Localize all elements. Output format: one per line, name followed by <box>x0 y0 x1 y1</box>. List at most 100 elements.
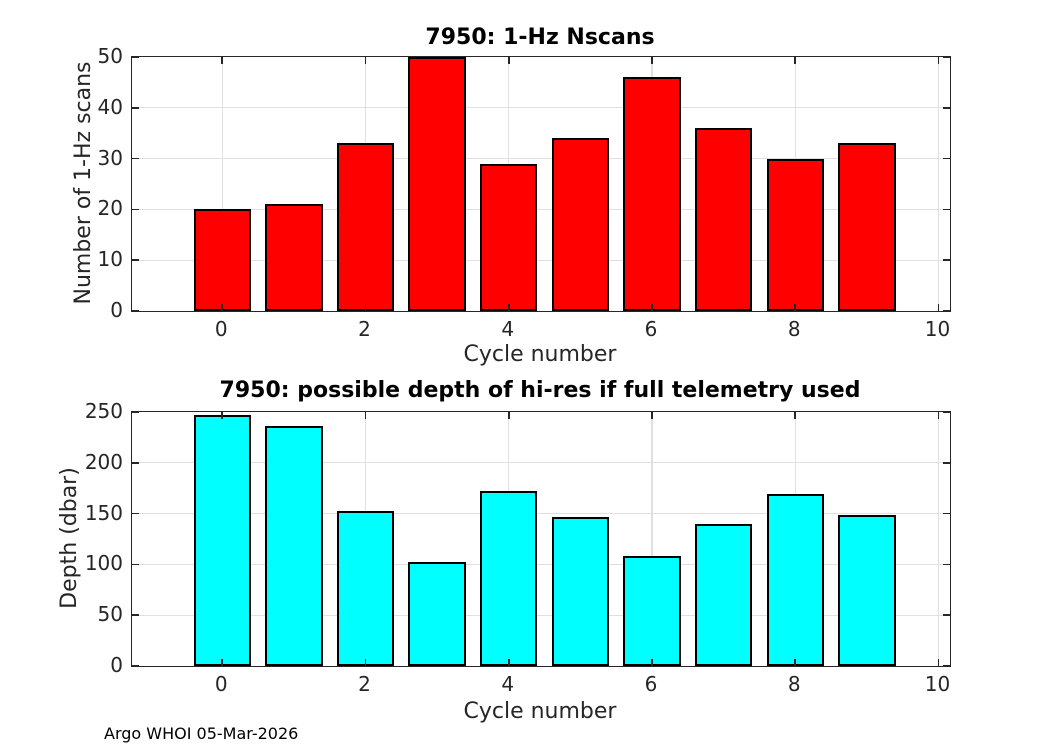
tick-mark <box>943 310 950 312</box>
bar <box>766 158 824 311</box>
tick-mark <box>221 57 224 64</box>
chart2-y-axis-label: Depth (dbar) <box>57 467 82 609</box>
tick-mark <box>794 659 797 666</box>
chart1-title: 7950: 1-Hz Nscans <box>425 25 655 50</box>
y-tick-label: 50 <box>97 602 123 627</box>
gridline <box>132 259 950 261</box>
chart2-x-axis-label: Cycle number <box>463 699 617 724</box>
tick-mark <box>132 563 139 566</box>
bar <box>838 143 896 311</box>
tick-mark <box>507 659 510 666</box>
bar <box>838 514 896 666</box>
tick-mark <box>132 56 139 58</box>
tick-mark <box>943 512 950 515</box>
y-tick-label: 100 <box>84 551 123 576</box>
bar <box>695 523 753 666</box>
x-tick-label: 6 <box>644 672 658 696</box>
bar <box>766 494 824 666</box>
x-tick-label: 8 <box>787 672 801 696</box>
tick-mark <box>507 304 510 311</box>
bar <box>408 57 466 311</box>
y-tick-label: 200 <box>84 449 123 474</box>
gridline <box>132 107 950 109</box>
tick-mark <box>943 411 950 413</box>
bar <box>408 562 466 666</box>
gridline <box>132 512 950 515</box>
gridline <box>132 157 950 160</box>
tick-mark <box>943 259 950 261</box>
gridline <box>132 208 950 211</box>
tick-mark <box>132 462 139 464</box>
tick-mark <box>651 304 653 311</box>
tick-mark <box>364 412 367 419</box>
tick-mark <box>221 304 224 311</box>
tick-mark <box>943 56 950 58</box>
tick-mark <box>943 157 950 160</box>
gridline <box>221 57 223 311</box>
x-tick-label: 4 <box>501 672 515 696</box>
tick-mark <box>364 304 367 311</box>
y-tick-label: 250 <box>84 399 123 423</box>
tick-mark <box>221 412 224 419</box>
y-tick-label: 10 <box>97 247 123 272</box>
bar <box>551 516 610 666</box>
tick-mark <box>132 614 139 616</box>
tick-mark <box>943 208 950 211</box>
x-tick-label: 10 <box>924 672 951 696</box>
tick-mark <box>507 412 510 419</box>
bar <box>695 128 753 311</box>
gridline <box>937 412 940 666</box>
y-tick-label: 40 <box>97 94 123 119</box>
x-tick-label: 0 <box>214 317 228 341</box>
tick-mark <box>132 259 139 261</box>
tick-mark <box>132 411 139 413</box>
tick-mark <box>651 412 653 419</box>
tick-mark <box>943 107 950 109</box>
bar <box>193 415 251 666</box>
tick-mark <box>507 57 510 64</box>
tick-mark <box>132 107 139 109</box>
tick-mark <box>937 57 940 64</box>
chart1-plot-area <box>131 56 951 312</box>
x-tick-label: 2 <box>358 317 371 341</box>
gridline <box>937 57 940 311</box>
chart2-title: 7950: possible depth of hi-res if full t… <box>219 378 861 403</box>
tick-mark <box>364 57 367 64</box>
bar <box>623 556 681 666</box>
bar <box>336 143 395 311</box>
tick-mark <box>943 665 950 667</box>
tick-mark <box>943 563 950 566</box>
tick-mark <box>794 412 797 419</box>
tick-mark <box>651 659 653 666</box>
tick-mark <box>943 614 950 616</box>
bar <box>480 163 538 311</box>
gridline <box>132 462 950 464</box>
tick-mark <box>132 310 139 312</box>
tick-mark <box>794 57 797 64</box>
bar <box>480 491 538 666</box>
y-tick-label: 20 <box>97 196 123 221</box>
x-tick-label: 2 <box>358 672 371 696</box>
tick-mark <box>651 57 653 64</box>
tick-mark <box>937 412 940 419</box>
y-tick-label: 150 <box>84 500 123 525</box>
tick-mark <box>132 665 139 667</box>
x-tick-label: 10 <box>924 317 951 341</box>
chart2-plot-area <box>131 411 951 667</box>
tick-mark <box>937 304 940 311</box>
tick-mark <box>221 659 224 666</box>
x-tick-label: 8 <box>787 317 801 341</box>
gridline <box>651 412 653 666</box>
x-tick-label: 0 <box>214 672 228 696</box>
bar <box>193 209 251 311</box>
y-tick-label: 50 <box>97 44 123 68</box>
bar <box>265 204 323 311</box>
bar <box>551 138 610 311</box>
tick-mark <box>794 304 797 311</box>
bar <box>265 426 323 666</box>
tick-mark <box>132 157 139 160</box>
gridline <box>132 563 950 566</box>
x-tick-label: 4 <box>501 317 515 341</box>
tick-mark <box>132 208 139 211</box>
